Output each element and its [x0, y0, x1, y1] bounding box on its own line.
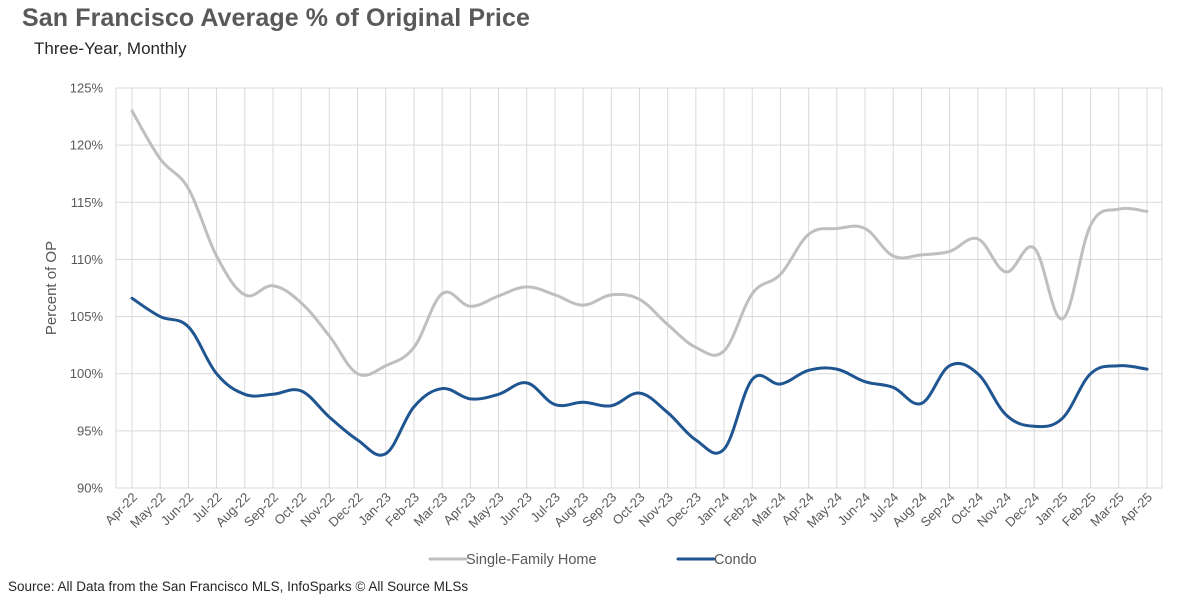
y-axis-label: Percent of OP	[43, 241, 60, 335]
x-axis-ticks: Apr-22May-22Jun-22Jul-22Aug-22Sep-22Oct-…	[102, 490, 1155, 531]
legend-label-condo: Condo	[714, 552, 757, 568]
y-axis-ticks: 90% 95% 100% 105% 110% 115% 120% 125%	[70, 81, 104, 496]
gridlines	[115, 87, 1163, 489]
x-tick-label: Apr-25	[1117, 490, 1155, 528]
y-tick-label: 120%	[70, 138, 104, 153]
series-line-single-family-home	[130, 109, 1149, 377]
y-tick-label: 115%	[71, 195, 104, 210]
source-note: Source: All Data from the San Francisco …	[8, 579, 469, 594]
legend-label-single-family-home: Single-Family Home	[466, 552, 597, 568]
y-tick-label: 95%	[77, 423, 103, 438]
x-tick-label: Jun-24	[834, 490, 873, 529]
series-lines	[130, 109, 1149, 457]
x-tick-label: Jun-22	[158, 490, 197, 529]
chart-title: San Francisco Average % of Original Pric…	[22, 4, 530, 32]
series-line-condo	[130, 296, 1149, 457]
legend: Single-Family Home Condo	[428, 552, 757, 568]
chart-subtitle: Three-Year, Monthly	[34, 39, 187, 58]
y-tick-label: 105%	[70, 309, 104, 324]
x-tick-label: Jun-23	[496, 490, 535, 529]
y-tick-label: 125%	[70, 81, 104, 96]
y-tick-label: 100%	[70, 366, 104, 381]
y-tick-label: 90%	[77, 481, 103, 496]
y-tick-label: 110%	[71, 252, 104, 267]
